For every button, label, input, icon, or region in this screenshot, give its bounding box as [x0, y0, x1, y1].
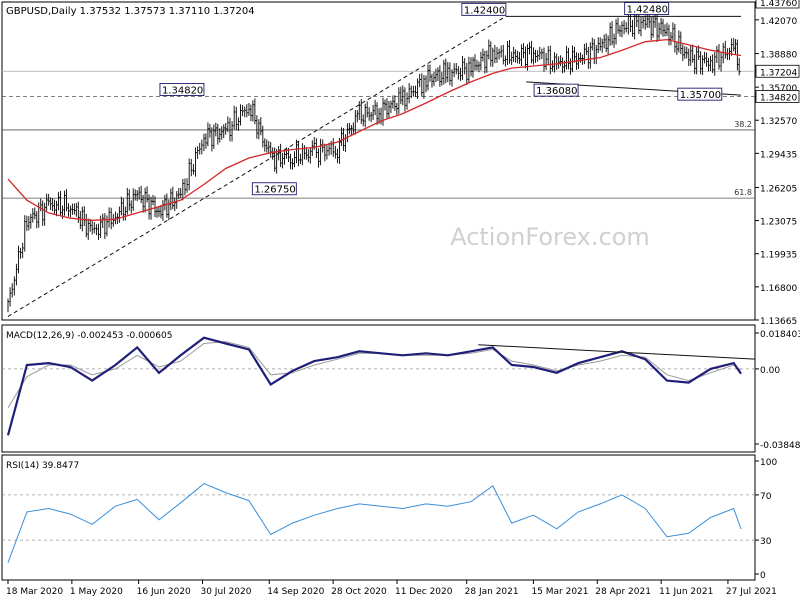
watermark-text: ActionForex.com	[450, 223, 650, 251]
price-annotation-label: 1.42400	[464, 5, 505, 16]
pane-frame-1	[1, 324, 756, 453]
price-ytick-label: 1.16800	[760, 284, 797, 294]
price-trendline	[7, 15, 507, 317]
rsi-ytick-label: 100	[760, 458, 777, 468]
moving-average-line	[7, 38, 742, 221]
chart-header-text: GBPUSD,Daily 1.37532 1.37573 1.37110 1.3…	[6, 6, 255, 17]
price-ytick-label: 1.43760	[760, 0, 797, 9]
x-tick-label: 27 Jul 2021	[726, 587, 777, 597]
x-tick-label: 16 Jun 2020	[137, 587, 191, 597]
x-tick-label: 14 Sep 2020	[267, 587, 324, 597]
price-ytick-label: 1.38880	[760, 51, 797, 61]
price-ytick-box	[755, 90, 800, 103]
price-ytick-label: 1.19935	[760, 251, 797, 261]
price-annotation-label: 1.26750	[254, 185, 295, 196]
price-ytick-box	[755, 0, 800, 9]
price-annotation-box	[624, 2, 670, 15]
price-ytick-label: 1.13665	[760, 317, 797, 327]
pane-frame-0	[1, 1, 756, 321]
price-ytick-box	[755, 64, 800, 78]
price-ytick-label: 1.35700	[760, 84, 797, 94]
macd-ytick-label: 0.018403	[760, 330, 800, 340]
x-tick-label: 28 Apr 2021	[595, 587, 651, 597]
price-annotation-box	[461, 2, 507, 16]
macd-line	[6, 336, 742, 436]
price-annotation-label: 1.35700	[680, 90, 721, 101]
x-tick-label: 1 May 2020	[70, 587, 123, 597]
macd-trendline	[478, 344, 756, 360]
macd-title: MACD(12,26,9) -0.002453 -0.000605	[6, 331, 172, 341]
x-tick-label: 28 Jan 2021	[465, 587, 519, 597]
price-ytick-label: 1.26205	[760, 184, 797, 194]
x-tick-label: 11 Jun 2021	[659, 587, 713, 597]
macd-ytick-label: 0.00	[760, 366, 780, 376]
price-annotation-label: 1.34820	[162, 85, 203, 96]
rsi-ytick-label: 30	[760, 537, 772, 547]
rsi-ytick-label: 70	[760, 492, 772, 502]
rsi-line	[7, 483, 742, 563]
x-tick-label: 11 Dec 2020	[395, 587, 453, 597]
price-ytick-label: 1.37204	[760, 68, 797, 78]
price-annotation-label: 1.42480	[627, 5, 668, 16]
pane-frame-2	[1, 454, 756, 581]
price-annotation-label: 1.36080	[536, 86, 577, 97]
price-ytick-label: 1.32570	[760, 117, 797, 127]
price-ytick-label: 1.34820	[760, 93, 797, 103]
price-annotation-box	[533, 83, 579, 97]
rsi-ytick-label: 0	[760, 571, 766, 581]
rsi-title: RSI(14) 39.8477	[6, 461, 79, 471]
x-tick-label: 15 Mar 2021	[531, 587, 588, 597]
price-ytick-label: 1.23075	[760, 218, 797, 228]
macd-ytick-label: -0.038483	[760, 441, 800, 451]
x-tick-label: 18 Mar 2020	[6, 587, 63, 597]
price-annotation-box	[159, 83, 205, 96]
price-annotation-box	[251, 182, 297, 196]
price-annotation-box	[677, 87, 723, 101]
fib-level-label: 38.2	[734, 120, 752, 129]
fib-level-label: 61.8	[734, 188, 752, 197]
price-ytick-label: 1.42070	[760, 17, 797, 27]
price-ytick-label: 1.29435	[760, 150, 797, 160]
x-tick-label: 28 Oct 2020	[331, 587, 387, 597]
x-tick-label: 30 Jul 2020	[200, 587, 251, 597]
